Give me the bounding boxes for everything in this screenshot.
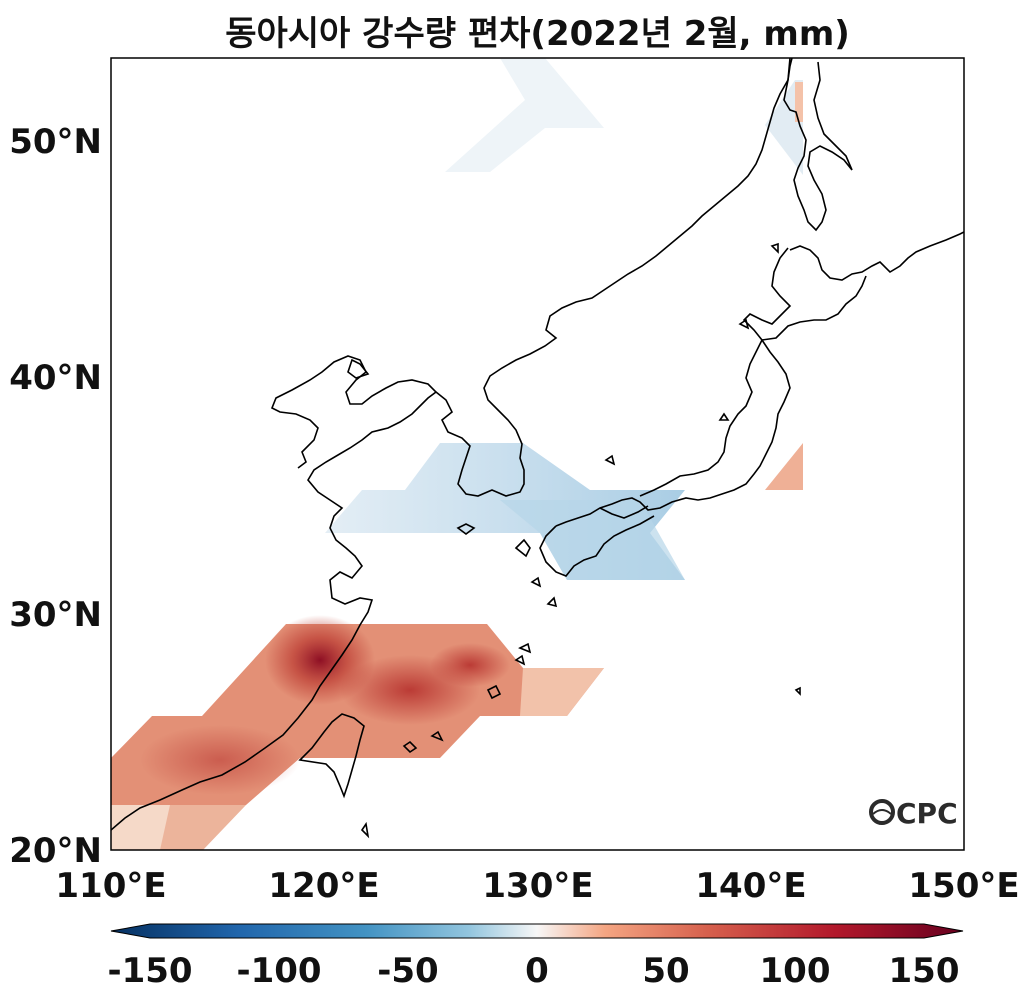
- map-title: 동아시아 강수량 편차(2022년 2월, mm): [225, 14, 850, 54]
- colorbar-tick: 50: [642, 951, 689, 991]
- longitude-axis: 110°E 120°E 130°E 140°E 150°E: [55, 866, 1019, 906]
- lon-tick-label: 150°E: [908, 866, 1019, 906]
- colorbar-tick: 100: [760, 951, 831, 991]
- northeast-china-negative: [445, 58, 604, 172]
- colorbar-tick: -150: [107, 951, 192, 991]
- colorbar-tick: 0: [525, 951, 549, 991]
- lat-tick-label: 30°N: [9, 595, 102, 635]
- colorbar-gradient: [110, 923, 964, 939]
- honshu-east-positive: [765, 443, 803, 490]
- lat-tick-label: 50°N: [9, 122, 102, 162]
- coastlines: [111, 58, 964, 839]
- lon-tick-label: 120°E: [268, 866, 379, 906]
- sakhalin-mixed: [765, 80, 803, 175]
- latitude-axis: 50°N 40°N 30°N 20°N: [9, 122, 102, 871]
- lat-tick-label: 40°N: [9, 358, 102, 398]
- logo-text: CPC: [896, 797, 958, 830]
- colorbar-tick: -100: [236, 951, 321, 991]
- colorbar-tick: -50: [377, 951, 438, 991]
- lon-tick-label: 140°E: [695, 866, 806, 906]
- cpc-logo: CPC: [869, 797, 958, 830]
- colorbar-tick: 150: [889, 951, 960, 991]
- lon-tick-label: 110°E: [55, 866, 166, 906]
- colorbar: -150 -100 -50 0 50 100 150: [107, 923, 964, 991]
- anomaly-fields: [111, 58, 803, 850]
- map-frame: [110, 57, 965, 851]
- lat-tick-label: 20°N: [9, 831, 102, 871]
- lon-tick-label: 130°E: [482, 866, 593, 906]
